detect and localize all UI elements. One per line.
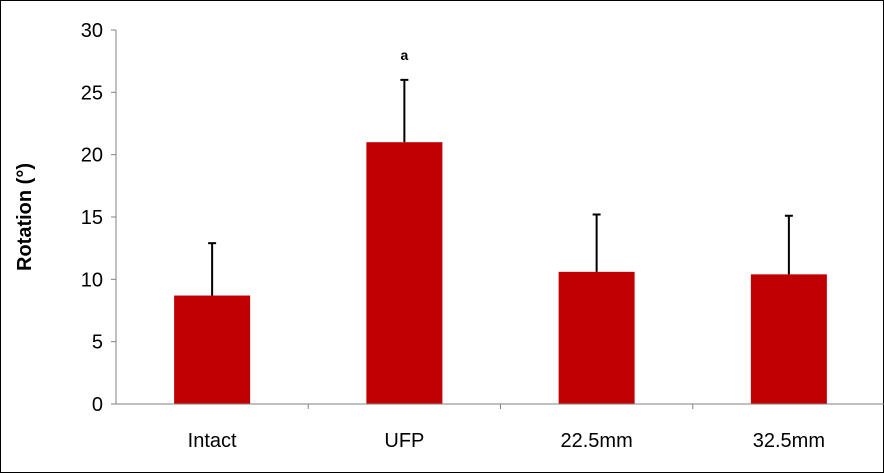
error-bars-layer bbox=[208, 78, 793, 296]
x-tick-label-UFP: UFP bbox=[384, 430, 424, 452]
y-axis-label: Rotation (°) bbox=[14, 163, 36, 271]
y-tick-label-15: 15 bbox=[81, 207, 103, 229]
y-tick-label-0: 0 bbox=[92, 394, 103, 416]
x-tick-label-32.5mm: 32.5mm bbox=[753, 430, 825, 452]
y-tick-label-5: 5 bbox=[92, 332, 103, 354]
bar-UFP bbox=[366, 142, 443, 404]
y-tick-label-20: 20 bbox=[81, 145, 103, 167]
y-ticks-layer: 0 5 10 15 20 25 30 bbox=[81, 20, 694, 416]
x-tick-label-22.5mm: 22.5mm bbox=[561, 430, 633, 452]
bar-32.5mm bbox=[750, 274, 827, 404]
bars-layer bbox=[174, 142, 827, 404]
y-tick-label-10: 10 bbox=[81, 269, 103, 291]
annotations-layer: a bbox=[400, 47, 408, 63]
bar-Intact bbox=[174, 295, 251, 404]
x-tick-labels-layer: Intact UFP 22.5mm 32.5mm bbox=[188, 430, 825, 452]
significance-annotation-UFP: a bbox=[400, 47, 408, 63]
bar-22.5mm bbox=[558, 271, 635, 404]
x-tick-label-Intact: Intact bbox=[188, 430, 237, 452]
y-tick-label-25: 25 bbox=[81, 82, 103, 104]
y-tick-label-30: 30 bbox=[81, 20, 103, 42]
